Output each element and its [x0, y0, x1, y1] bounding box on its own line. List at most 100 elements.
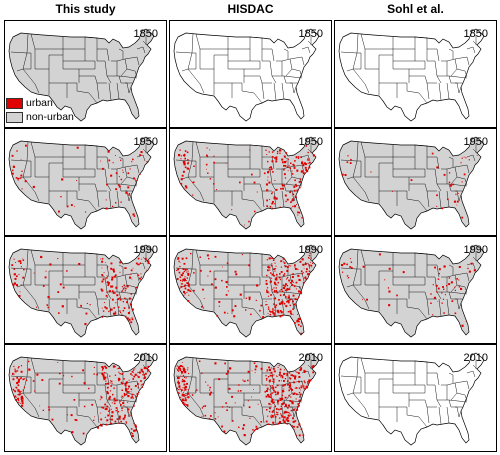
state-boundary	[291, 68, 303, 78]
urban-area-dot	[286, 372, 289, 375]
state-boundary	[108, 298, 112, 317]
state-boundary	[118, 183, 138, 187]
urban-area-dot	[182, 387, 184, 389]
urban-area-dot	[147, 260, 150, 263]
urban-area-dot	[221, 279, 223, 282]
urban-area-dot	[178, 370, 179, 372]
urban-area-dot	[93, 366, 95, 368]
urban-area-dot	[119, 416, 121, 419]
urban-area-dot	[243, 424, 245, 426]
state-boundary	[446, 82, 450, 100]
urban-area-dot	[225, 294, 228, 296]
urban-area-dot	[122, 301, 124, 303]
legend-item-nonurban: non-urban	[6, 110, 74, 124]
urban-area-dot	[267, 376, 270, 378]
urban-area-dot	[296, 371, 298, 373]
urban-area-dot	[187, 274, 190, 276]
urban-area-dot	[285, 411, 288, 414]
urban-area-dot	[275, 386, 277, 388]
urban-area-dot	[115, 409, 117, 412]
urban-area-dot	[49, 263, 52, 266]
urban-area-dot	[298, 317, 301, 320]
state-boundary	[84, 144, 98, 169]
urban-area-dot	[209, 270, 212, 273]
urban-area-dot	[40, 255, 43, 259]
urban-area-dot	[285, 289, 288, 291]
urban-area-dot	[209, 149, 211, 151]
urban-area-dot	[273, 303, 275, 305]
urban-area-dot	[57, 362, 59, 363]
urban-area-dot	[140, 380, 142, 382]
urban-area-dot	[100, 160, 102, 162]
urban-area-dot	[121, 286, 123, 288]
urban-area-dot	[182, 278, 185, 281]
urban-area-dot	[268, 168, 271, 171]
urban-area-dot	[178, 392, 180, 394]
state-boundary	[227, 145, 251, 158]
urban-area-dot	[70, 204, 73, 206]
urban-area-dot	[13, 389, 15, 391]
urban-area-dot	[277, 411, 279, 413]
state-boundary	[409, 399, 437, 408]
state-boundary	[409, 168, 426, 178]
urban-area-dot	[20, 377, 22, 379]
urban-area-dot	[292, 205, 294, 208]
urban-area-dot	[213, 161, 215, 164]
urban-area-dot	[183, 163, 186, 166]
urban-area-dot	[302, 434, 305, 437]
urban-area-dot	[267, 396, 269, 398]
urban-area-dot	[138, 391, 140, 393]
urban-area-dot	[271, 381, 273, 382]
urban-area-dot	[140, 384, 142, 386]
state-boundary	[97, 264, 110, 278]
urban-area-dot	[176, 269, 178, 271]
urban-area-dot	[295, 371, 297, 373]
urban-area-dot	[297, 403, 300, 405]
urban-area-dot	[254, 210, 256, 213]
urban-area-dot	[144, 260, 147, 262]
urban-area-dot	[107, 414, 110, 417]
urban-area-dot	[144, 372, 147, 375]
us-map-svg	[338, 244, 485, 338]
urban-area-dot	[300, 325, 302, 328]
urban-area-dot	[18, 401, 20, 403]
urban-area-dot	[22, 259, 25, 261]
urban-area-dot	[187, 389, 189, 391]
us-outline	[8, 244, 155, 338]
urban-area-dot	[114, 312, 117, 315]
urban-area-dot	[291, 276, 294, 278]
urban-area-dot	[85, 211, 87, 213]
urban-area-dot	[467, 267, 469, 270]
state-boundary	[451, 406, 462, 418]
urban-area-dot	[300, 170, 303, 173]
urban-area-dot	[285, 152, 288, 154]
urban-area-dot	[307, 162, 309, 164]
urban-area-dot	[289, 377, 292, 380]
state-boundary	[62, 37, 86, 50]
urban-area-dot	[270, 385, 272, 387]
state-boundary	[426, 82, 430, 100]
urban-area-dot	[299, 368, 302, 371]
urban-area-dot	[308, 257, 310, 259]
urban-area-dot	[281, 380, 282, 382]
urban-area-dot	[14, 368, 16, 370]
urban-area-dot	[177, 268, 179, 271]
urban-area-dot	[279, 149, 282, 152]
urban-area-dot	[293, 186, 296, 188]
urban-area-dot	[183, 394, 185, 396]
urban-area-dot	[132, 213, 135, 216]
urban-area-dot	[273, 275, 276, 277]
urban-area-dot	[187, 367, 189, 369]
urban-area-dot	[304, 382, 306, 384]
urban-area-dot	[271, 192, 273, 195]
urban-area-dot	[17, 397, 19, 400]
urban-area-dot	[127, 172, 130, 175]
urban-area-dot	[454, 286, 456, 288]
state-boundary	[427, 168, 442, 192]
state-boundary	[446, 406, 450, 424]
urban-area-dot	[291, 199, 293, 202]
urban-area-dot	[268, 368, 271, 372]
urban-area-dot	[109, 418, 111, 420]
urban-area-dot	[275, 188, 278, 191]
urban-area-dot	[218, 301, 221, 303]
